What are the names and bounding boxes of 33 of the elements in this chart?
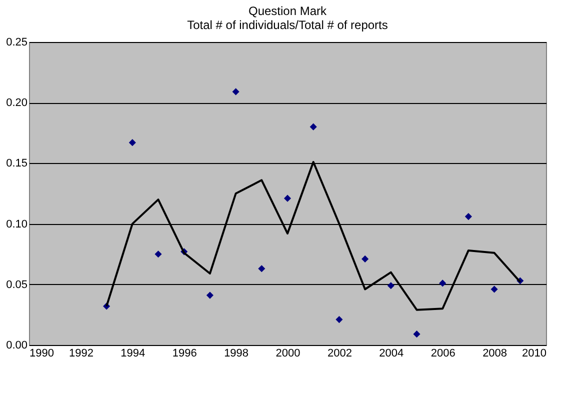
point bbox=[336, 316, 343, 324]
y-tick-label: 0.15 bbox=[6, 158, 28, 170]
x-tick-label: 2006 bbox=[430, 348, 456, 360]
point bbox=[310, 123, 317, 130]
point bbox=[490, 286, 498, 293]
x-tick-label: 1994 bbox=[120, 348, 146, 360]
x-tick-label: 1990 bbox=[30, 348, 54, 360]
chart-subtitle: Total # of individuals/Total # of reports bbox=[187, 18, 388, 32]
y-tick-label: 0.00 bbox=[6, 340, 28, 352]
point bbox=[258, 265, 266, 272]
x-tick-label: 2010 bbox=[522, 348, 546, 360]
y-tick-label: 0.25 bbox=[6, 36, 28, 48]
x-tick-label: 2002 bbox=[327, 348, 352, 360]
point bbox=[362, 255, 369, 262]
x-tick-label: 1996 bbox=[172, 348, 197, 360]
point bbox=[154, 250, 162, 258]
point bbox=[413, 330, 420, 338]
point bbox=[232, 88, 240, 96]
y-tick-label: 0.20 bbox=[6, 97, 28, 110]
point bbox=[439, 280, 446, 287]
chart-title: Question Mark bbox=[248, 4, 328, 18]
x-tick-label: 2004 bbox=[379, 348, 404, 360]
x-tick-label: 1992 bbox=[68, 348, 94, 360]
point bbox=[387, 282, 394, 290]
x-tick-label: 2008 bbox=[482, 348, 508, 360]
point bbox=[464, 212, 472, 220]
x-tick-label: 2000 bbox=[276, 348, 300, 360]
y-tick-label: 0.10 bbox=[6, 218, 28, 230]
y-tick-label: 0.05 bbox=[6, 278, 28, 291]
x-tick-label: 1998 bbox=[224, 348, 249, 360]
point bbox=[128, 139, 136, 146]
point bbox=[206, 292, 214, 299]
point bbox=[284, 194, 292, 202]
